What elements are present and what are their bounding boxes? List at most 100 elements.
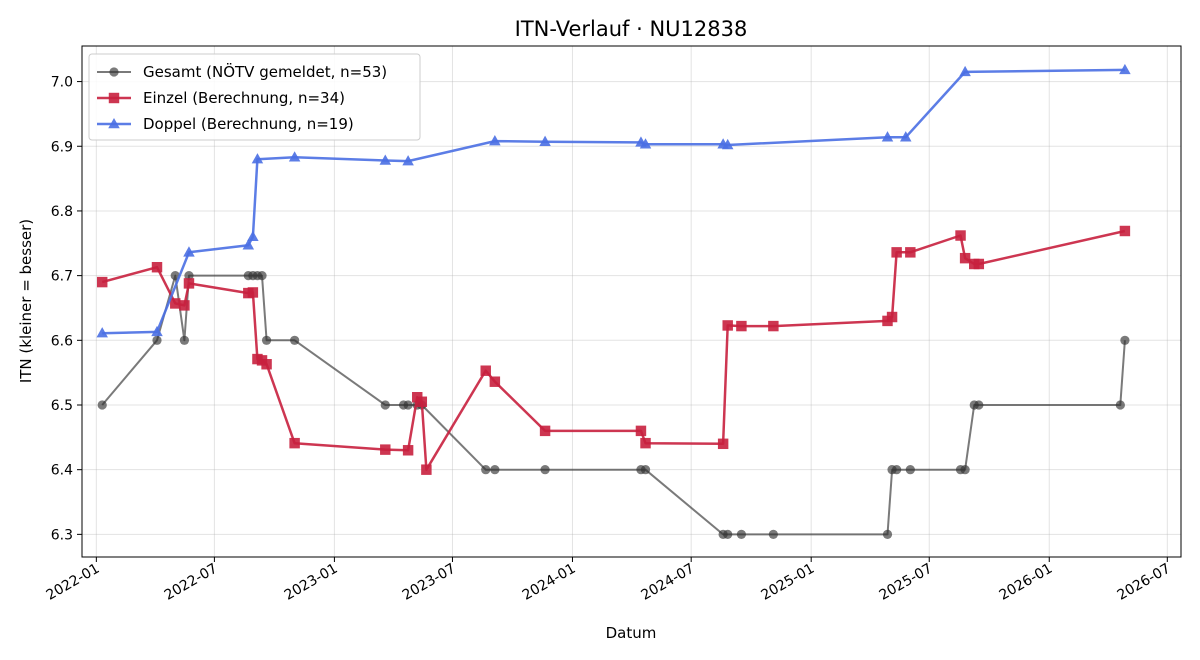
data-point (261, 335, 272, 345)
legend-label: Einzel (Berechnung, n=34) (143, 89, 345, 107)
data-point (380, 400, 390, 410)
data-point (151, 325, 163, 337)
data-point (289, 437, 300, 449)
data-point (489, 135, 501, 146)
data-point (736, 529, 747, 539)
data-point (736, 320, 747, 332)
legend: Gesamt (NÖTV gemeldet, n=53) Einzel (Bere… (88, 53, 421, 141)
data-point (247, 287, 259, 298)
data-point (490, 465, 500, 475)
data-point (1119, 63, 1131, 75)
data-point (881, 131, 894, 142)
y-tick-label: 7.0 (51, 75, 73, 91)
data-point (247, 230, 259, 242)
legend-label: Doppel (Berechnung, n=19) (143, 115, 354, 133)
data-point (721, 138, 734, 150)
data-point (768, 320, 779, 332)
data-point (959, 65, 971, 77)
data-point (183, 246, 195, 257)
data-point (905, 465, 915, 475)
data-point (892, 465, 902, 475)
y-tick-label: 6.8 (51, 204, 73, 220)
y-tick-label: 6.6 (51, 333, 73, 349)
data-point (379, 154, 392, 165)
data-point (183, 278, 195, 289)
x-tick-label: 2022-01 (44, 561, 103, 604)
data-point (540, 465, 550, 475)
x-tick-label: 2025-07 (877, 561, 936, 604)
x-tick-label: 2026-01 (997, 561, 1056, 604)
data-point (403, 400, 413, 410)
data-point (257, 271, 267, 281)
data-point (416, 396, 428, 407)
x-tick-label: 2026-07 (1115, 561, 1174, 604)
data-point (539, 425, 551, 437)
data-point (151, 261, 163, 273)
y-axis-label: ITN (kleiner = besser) (17, 219, 35, 383)
legend-swatch-marker (109, 67, 119, 77)
data-point (717, 438, 729, 450)
data-point (723, 529, 733, 539)
data-point (1120, 335, 1130, 345)
data-point (261, 359, 272, 370)
legend-swatch-marker (108, 92, 120, 104)
data-point (290, 335, 300, 345)
data-point (1119, 225, 1131, 237)
data-point (639, 138, 652, 149)
data-point (955, 230, 966, 241)
data-point (152, 335, 162, 345)
data-point (288, 151, 301, 162)
data-point (959, 252, 971, 264)
data-point (973, 258, 985, 270)
x-tick-label: 2023-07 (400, 561, 459, 604)
data-point (481, 465, 491, 475)
data-point (97, 400, 107, 410)
legend-entry: Gesamt (NÖTV gemeldet, n=53) (97, 62, 387, 81)
series-circle (97, 271, 1130, 539)
data-point (882, 529, 893, 539)
legend-box (88, 53, 421, 141)
x-tick-label: 2024-07 (639, 561, 698, 604)
data-point (640, 465, 651, 475)
plot-frame (81, 45, 1182, 558)
y-tick-label: 6.7 (51, 269, 73, 285)
data-point (380, 444, 391, 455)
x-tick-label: 2024-01 (520, 561, 579, 604)
series-triangle (96, 63, 1131, 338)
chart-title: ITN-Verlauf · NU12838 (515, 17, 748, 41)
x-tick-label: 2023-01 (282, 561, 341, 604)
data-point (768, 529, 778, 539)
data-point (905, 247, 916, 258)
data-point (640, 437, 651, 449)
data-point (960, 465, 970, 475)
data-point (421, 464, 432, 475)
data-point (96, 327, 108, 338)
data-point (480, 365, 491, 376)
data-point (170, 298, 181, 309)
data-point (539, 135, 551, 146)
data-point (974, 400, 984, 410)
data-point (489, 376, 501, 387)
data-point (722, 320, 733, 331)
data-point (179, 335, 190, 345)
legend-entries: Gesamt (NÖTV gemeldet, n=53) Einzel (Bere… (97, 62, 387, 133)
data-point (96, 276, 108, 288)
legend-swatch-marker (108, 117, 120, 129)
data-series (96, 63, 1131, 539)
data-point (179, 300, 190, 311)
data-point (402, 155, 414, 166)
x-tick-label: 2022-07 (162, 561, 221, 604)
data-point (251, 153, 264, 164)
data-point (891, 247, 902, 258)
y-tick-label: 6.5 (51, 398, 73, 414)
x-axis-ticks: 2022-01 2022-07 2023-01 2023-07 2024-01 2024-… (44, 557, 1174, 604)
data-point (402, 445, 414, 456)
data-point (242, 239, 255, 250)
series-square (96, 225, 1131, 475)
data-point (184, 271, 194, 281)
x-tick-label: 2025-01 (759, 561, 818, 604)
legend-entry: Doppel (Berechnung, n=19) (97, 115, 354, 133)
y-tick-label: 6.3 (51, 527, 73, 543)
y-tick-label: 6.4 (51, 463, 73, 479)
